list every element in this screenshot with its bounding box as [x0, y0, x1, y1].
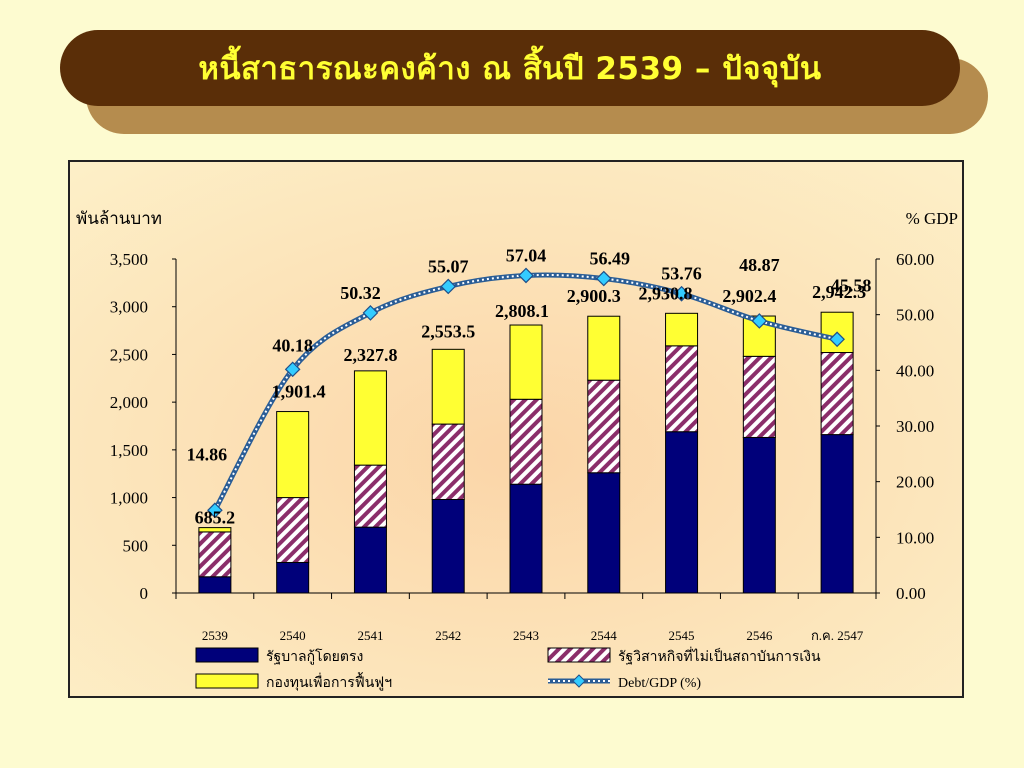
bar-government — [587, 472, 621, 594]
legend-fidf-swatch — [195, 673, 259, 689]
legend-state-enterprise-label: รัฐวิสาหกิจที่ไม่เป็นสถาบันการเงิน — [618, 647, 821, 665]
legend-government-swatch — [195, 647, 259, 663]
y-tick-label: 500 — [123, 536, 149, 555]
bar-government — [198, 576, 232, 594]
bar-state-enterprise — [353, 464, 387, 528]
bar-state-enterprise — [742, 355, 776, 438]
legend-debt-gdp-marker — [572, 674, 586, 688]
bar-total-label: 2,902.4 — [722, 286, 776, 306]
bar-government — [509, 483, 543, 594]
bar-government — [276, 561, 310, 594]
bar-total-label: 2,930.8 — [639, 283, 693, 303]
y2-tick-label: 30.00 — [896, 417, 934, 436]
debt-gdp-point — [362, 305, 379, 321]
debt-gdp-label: 57.04 — [506, 245, 547, 265]
y-tick-label: 3,000 — [110, 298, 148, 317]
debt-gdp-point — [751, 313, 768, 329]
bar-fidf — [353, 370, 387, 466]
y-tick-label: 1,500 — [110, 441, 148, 460]
y-tick-label: 2,500 — [110, 345, 148, 364]
legend-state-enterprise-swatch — [547, 647, 611, 663]
x-tick-label: 2545 — [669, 628, 695, 643]
debt-gdp-label: 45.58 — [831, 275, 872, 295]
bar-fidf — [276, 411, 310, 499]
bar-government — [820, 434, 854, 594]
legend-government-label: รัฐบาลกู้โดยตรง — [266, 648, 363, 665]
bar-fidf — [587, 315, 621, 381]
bar-total-label: 2,553.5 — [421, 321, 475, 341]
bar-total-label: 2,808.1 — [495, 301, 549, 321]
bar-state-enterprise — [198, 531, 232, 578]
y-tick-label: 0 — [140, 584, 149, 603]
bar-state-enterprise — [431, 423, 465, 500]
bar-government — [353, 526, 387, 594]
bar-government — [431, 498, 465, 594]
debt-gdp-label: 56.49 — [590, 249, 631, 269]
y-tick-label: 3,500 — [110, 250, 148, 269]
title-banner: หนี้สาธารณะคงค้าง ณ สิ้นปี 2539 – ปัจจุบ… — [60, 30, 960, 106]
legend-fidf-label: กองทุนเพื่อการฟื้นฟูฯ — [266, 672, 392, 691]
bar-fidf — [665, 312, 699, 347]
bar-state-enterprise — [276, 497, 310, 563]
y2-tick-label: 50.00 — [896, 306, 934, 325]
debt-gdp-point — [284, 361, 301, 378]
y2-tick-label: 40.00 — [896, 361, 934, 380]
y2-tick-label: 20.00 — [896, 473, 934, 492]
debt-gdp-label: 50.32 — [340, 283, 381, 303]
bar-government — [665, 431, 699, 594]
debt-gdp-label: 53.76 — [661, 264, 702, 284]
debt-gdp-point — [440, 278, 457, 295]
x-tick-label: 2540 — [280, 628, 306, 643]
legend-debt-gdp-label: Debt/GDP (%) — [618, 676, 701, 691]
x-tick-label: 2543 — [513, 628, 539, 643]
x-tick-label: 2539 — [202, 628, 228, 643]
bar-total-label: 2,942.3 — [812, 282, 866, 302]
bar-total-label: 1,901.4 — [272, 382, 326, 402]
y2-tick-label: 10.00 — [896, 528, 934, 547]
y2-axis-title: % GDP — [906, 209, 958, 228]
page-title: หนี้สาธารณะคงค้าง ณ สิ้นปี 2539 – ปัจจุบ… — [198, 51, 822, 87]
y-tick-label: 1,000 — [110, 489, 148, 508]
debt-gdp-point — [207, 502, 223, 519]
bar-state-enterprise — [665, 345, 699, 433]
debt-gdp-point — [518, 267, 534, 284]
bar-fidf — [509, 324, 543, 400]
debt-chart: พันล้านบาท % GDP 0 500 1,000 1,500 2,000 2,500 3… — [70, 162, 962, 696]
debt-gdp-label: 40.18 — [272, 335, 313, 355]
y2-tick-label: 0.00 — [896, 584, 926, 603]
bar-total-label: 2,327.8 — [343, 345, 397, 365]
y-axis-title: พันล้านบาท — [76, 209, 162, 228]
debt-gdp-point — [595, 270, 612, 287]
chart-frame: พันล้านบาท % GDP 0 500 1,000 1,500 2,000 2,500 3… — [68, 160, 964, 698]
y2-tick-label: 60.00 — [896, 250, 934, 269]
debt-gdp-label: 48.87 — [739, 255, 780, 275]
bar-fidf — [431, 348, 465, 425]
x-tick-label: 2541 — [357, 628, 383, 643]
x-tick-label: 2544 — [591, 628, 618, 643]
bar-state-enterprise — [587, 379, 621, 474]
x-tick-label: 2546 — [746, 628, 773, 643]
bar-total-label: 685.2 — [195, 508, 236, 528]
debt-gdp-point — [829, 331, 845, 348]
bar-government — [742, 436, 776, 594]
x-tick-label: ก.ค. 2547 — [811, 628, 864, 643]
y-tick-label: 2,000 — [110, 393, 148, 412]
bar-state-enterprise — [509, 398, 543, 485]
bar-state-enterprise — [820, 352, 854, 436]
debt-gdp-label: 14.86 — [187, 444, 228, 464]
debt-gdp-point — [673, 285, 690, 302]
bar-total-label: 2,900.3 — [567, 286, 621, 306]
debt-gdp-label: 55.07 — [428, 256, 469, 276]
bar-fidf — [198, 527, 232, 533]
x-tick-label: 2542 — [435, 628, 461, 643]
